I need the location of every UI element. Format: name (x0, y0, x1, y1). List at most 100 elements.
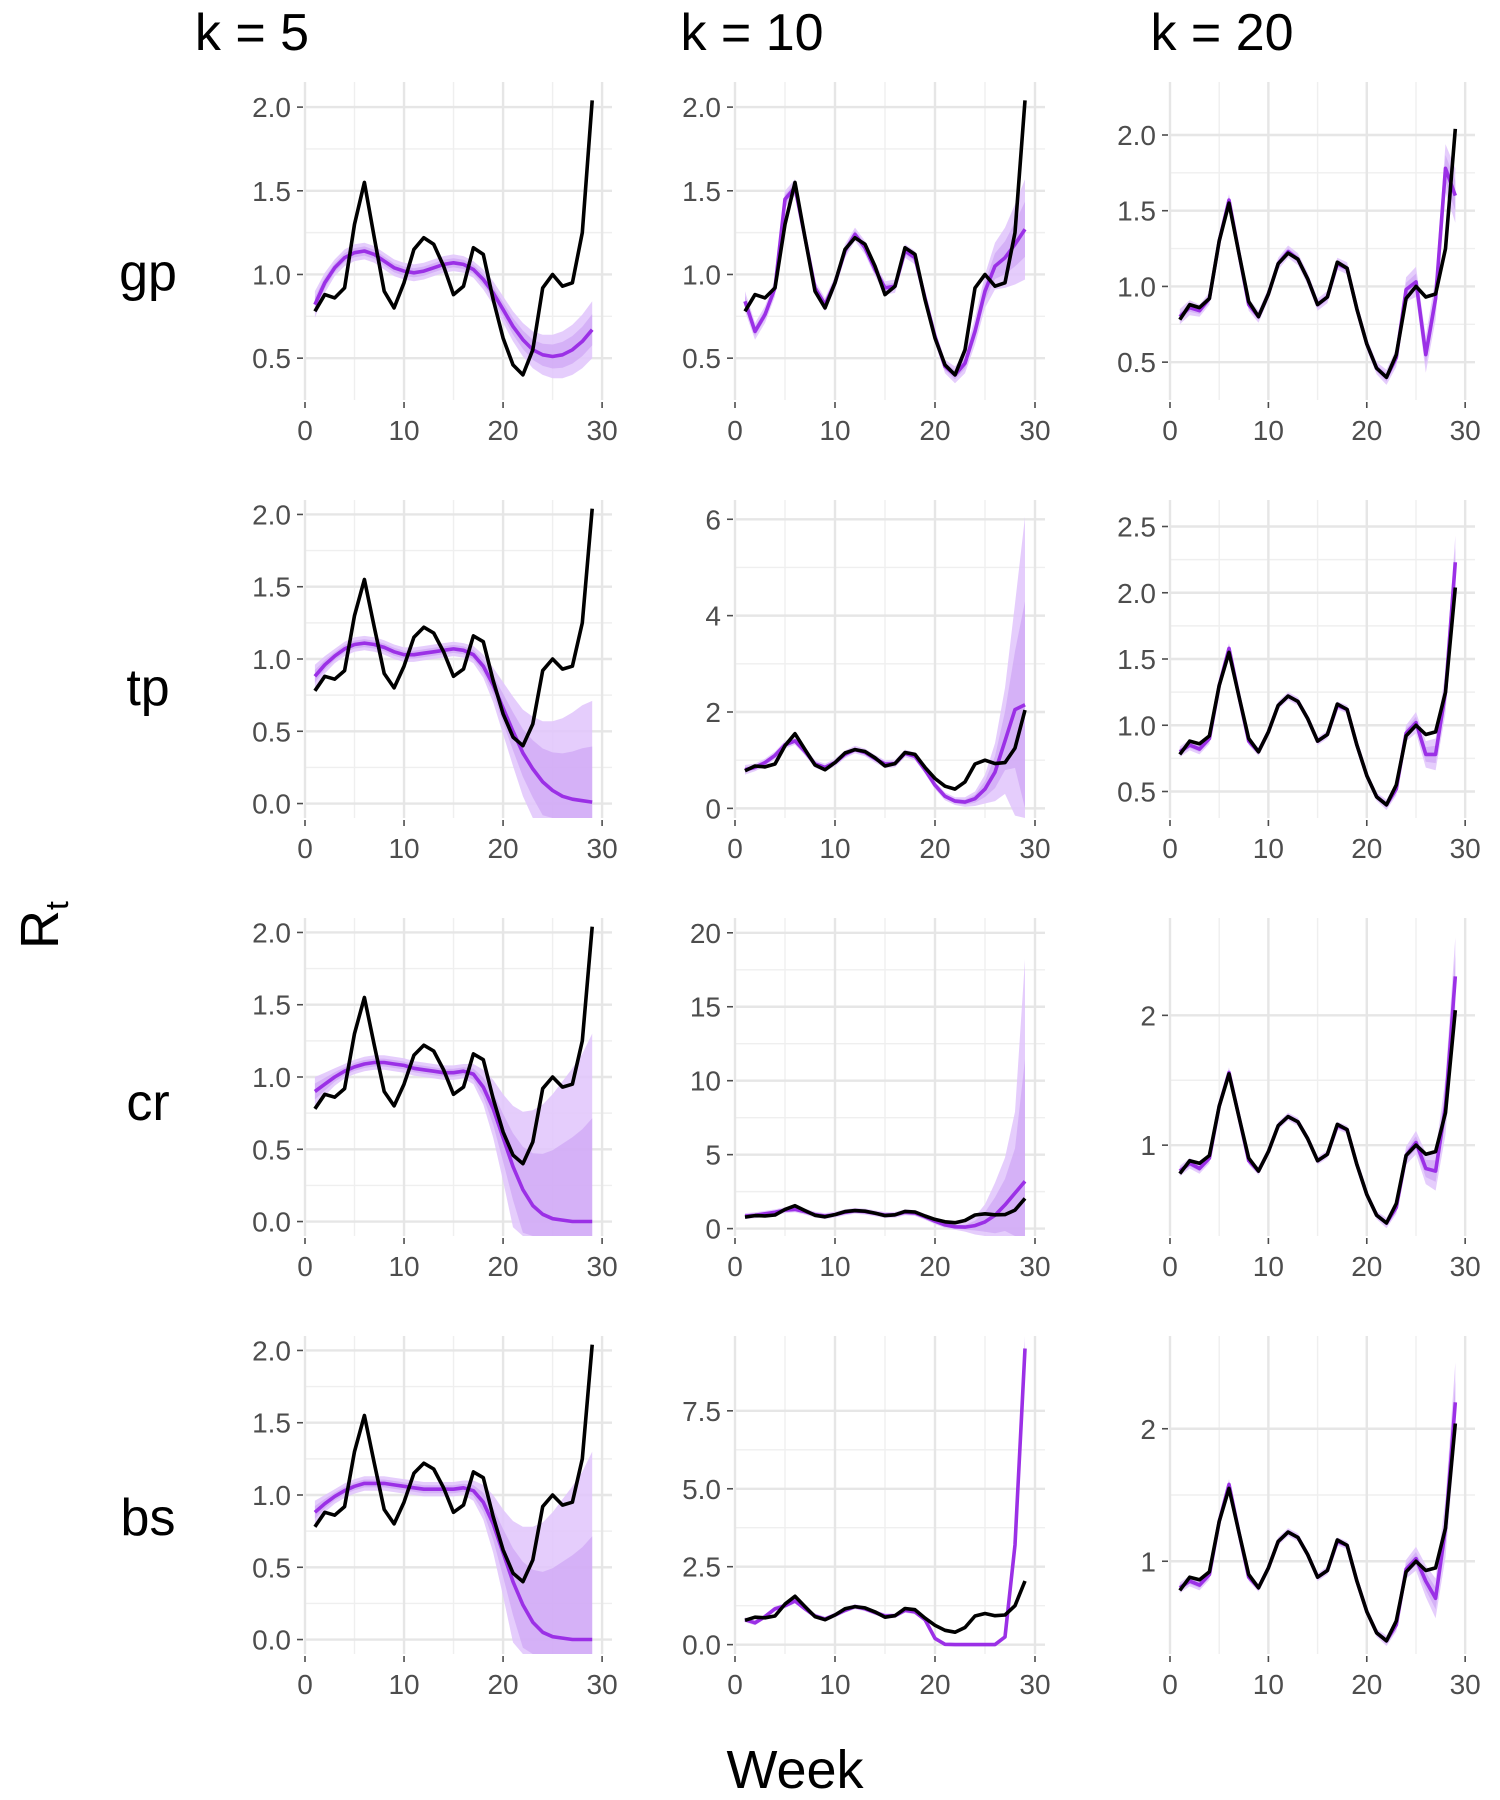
x-tick-label: 30 (587, 415, 618, 446)
observed-line (744, 709, 1027, 791)
x-tick-label: 0 (297, 833, 313, 864)
row-header-tp: tp (126, 659, 169, 717)
panel-gp-k20: 0.5 1.0 1.5 2.0 0 10 20 30 (1117, 82, 1481, 446)
column-header-k10: k = 10 (680, 4, 823, 62)
x-tick-label: 0 (297, 1669, 313, 1700)
observed-line (313, 100, 594, 377)
y-tick-label: 0.5 (252, 716, 291, 747)
y-tick-label: 0.0 (682, 1630, 721, 1661)
x-tick-label: 0 (297, 1251, 313, 1282)
observed-line (313, 926, 594, 1166)
x-tick-label: 10 (388, 1669, 419, 1700)
y-tick-label: 1.5 (1117, 196, 1156, 227)
x-tick-label: 20 (487, 1251, 518, 1282)
x-tick-label: 20 (919, 833, 950, 864)
x-tick-label: 0 (727, 1251, 743, 1282)
observed-line (743, 100, 1027, 377)
panel-gp-k10: 0.5 1.0 1.5 2.0 0 10 20 30 (682, 82, 1051, 446)
band-inner (314, 1479, 593, 1654)
x-tick-label: 30 (587, 1251, 618, 1282)
y-tick-label: 2 (1140, 1000, 1156, 1031)
x-tick-label: 10 (819, 415, 850, 446)
y-tick-label: 1.5 (682, 176, 721, 207)
x-tick-label: 20 (1351, 415, 1382, 446)
y-tick-label: 5 (705, 1140, 721, 1171)
y-tick-label: 15 (690, 992, 721, 1023)
x-tick-label: 10 (819, 1669, 850, 1700)
observed-line (313, 1344, 594, 1584)
y-tick-label: 2.0 (682, 92, 721, 123)
x-tick-label: 10 (388, 1251, 419, 1282)
x-tick-label: 10 (1253, 833, 1284, 864)
observed-line (1178, 1010, 1458, 1225)
panel-cr-k20: 120 10 20 30 (1140, 918, 1481, 1282)
x-tick-label: 30 (1019, 1669, 1050, 1700)
y-tick-label: 1.0 (252, 259, 291, 290)
x-tick-label: 20 (919, 1669, 950, 1700)
x-tick-label: 10 (1253, 1251, 1284, 1282)
y-tick-label: 0.0 (252, 1625, 291, 1656)
y-tick-label: 20 (690, 918, 721, 949)
panel-tp-k20: 0.5 1.0 1.5 2.0 2.5 0 10 20 30 (1117, 500, 1481, 864)
y-tick-label: 10 (690, 1066, 721, 1097)
y-tick-label: 7.5 (682, 1396, 721, 1427)
y-tick-label: 2.0 (252, 917, 291, 948)
y-tick-label: 1.0 (252, 1480, 291, 1511)
panel-gp-k5: 0.5 1.0 1.5 2.0 0 10 20 30 (252, 82, 618, 446)
y-tick-label: 2 (1140, 1414, 1156, 1445)
x-tick-label: 30 (1450, 415, 1481, 446)
y-tick-label: 0 (705, 793, 721, 824)
estimate-line (313, 1060, 593, 1224)
y-axis-title-subscript: t (39, 901, 75, 910)
y-tick-label: 1.0 (1117, 710, 1156, 741)
x-tick-label: 0 (727, 833, 743, 864)
x-tick-label: 30 (1019, 833, 1050, 864)
x-tick-label: 0 (727, 415, 743, 446)
x-tick-label: 30 (587, 1669, 618, 1700)
y-tick-label: 1.5 (252, 1408, 291, 1439)
x-tick-label: 30 (1019, 1251, 1050, 1282)
y-tick-label: 1.5 (252, 990, 291, 1021)
estimate-line (313, 641, 593, 804)
observed-line (313, 508, 594, 748)
y-axis-title-group: Rt (10, 901, 75, 949)
y-tick-label: 2.5 (682, 1552, 721, 1583)
y-tick-label: 1.0 (252, 644, 291, 675)
x-tick-label: 0 (1162, 1251, 1178, 1282)
panel-bs-k10: 0.0 2.5 5.0 7.5 0 10 20 30 (682, 1336, 1051, 1700)
observed-line (744, 1580, 1027, 1634)
x-tick-label: 30 (587, 833, 618, 864)
y-tick-label: 0 (705, 1214, 721, 1245)
x-tick-label: 20 (487, 833, 518, 864)
y-tick-label: 1.5 (1117, 644, 1156, 675)
y-tick-label: 0.5 (1117, 777, 1156, 808)
panel-grid: 0.51.01.52.00 10 20 300.51.01.52.00 10 20 300.… (252, 82, 1481, 1700)
y-tick-label: 5.0 (682, 1474, 721, 1505)
y-tick-label: 0.0 (252, 789, 291, 820)
x-tick-label: 0 (727, 1669, 743, 1700)
observed-line (1178, 587, 1458, 807)
band-inner (314, 639, 593, 818)
svg-text:Rt: Rt (10, 901, 75, 949)
y-tick-label: 0.5 (252, 343, 291, 374)
y-axis-title: R (10, 910, 70, 949)
band-outer (745, 516, 1025, 818)
y-tick-label: 1.0 (1117, 271, 1156, 302)
y-tick-label: 2 (705, 697, 721, 728)
y-tick-label: 0.5 (252, 1134, 291, 1165)
x-tick-label: 10 (1253, 1669, 1284, 1700)
x-tick-label: 10 (1253, 415, 1284, 446)
panel-tp-k10: 0 2 4 6 0 10 20 30 (705, 500, 1051, 864)
x-tick-label: 0 (1162, 1669, 1178, 1700)
row-header-bs: bs (121, 1489, 176, 1547)
row-header-cr: cr (126, 1074, 169, 1132)
y-tick-label: 2.0 (1117, 578, 1156, 609)
column-header-k20: k = 20 (1150, 4, 1293, 62)
y-tick-label: 4 (705, 601, 721, 632)
x-tick-label: 20 (919, 415, 950, 446)
panel-cr-k10: 0 5 10 15 20 0 10 20 30 (690, 918, 1051, 1282)
x-tick-label: 10 (819, 1251, 850, 1282)
x-tick-label: 0 (1162, 833, 1178, 864)
y-tick-label: 1.0 (682, 259, 721, 290)
x-tick-label: 20 (487, 1669, 518, 1700)
